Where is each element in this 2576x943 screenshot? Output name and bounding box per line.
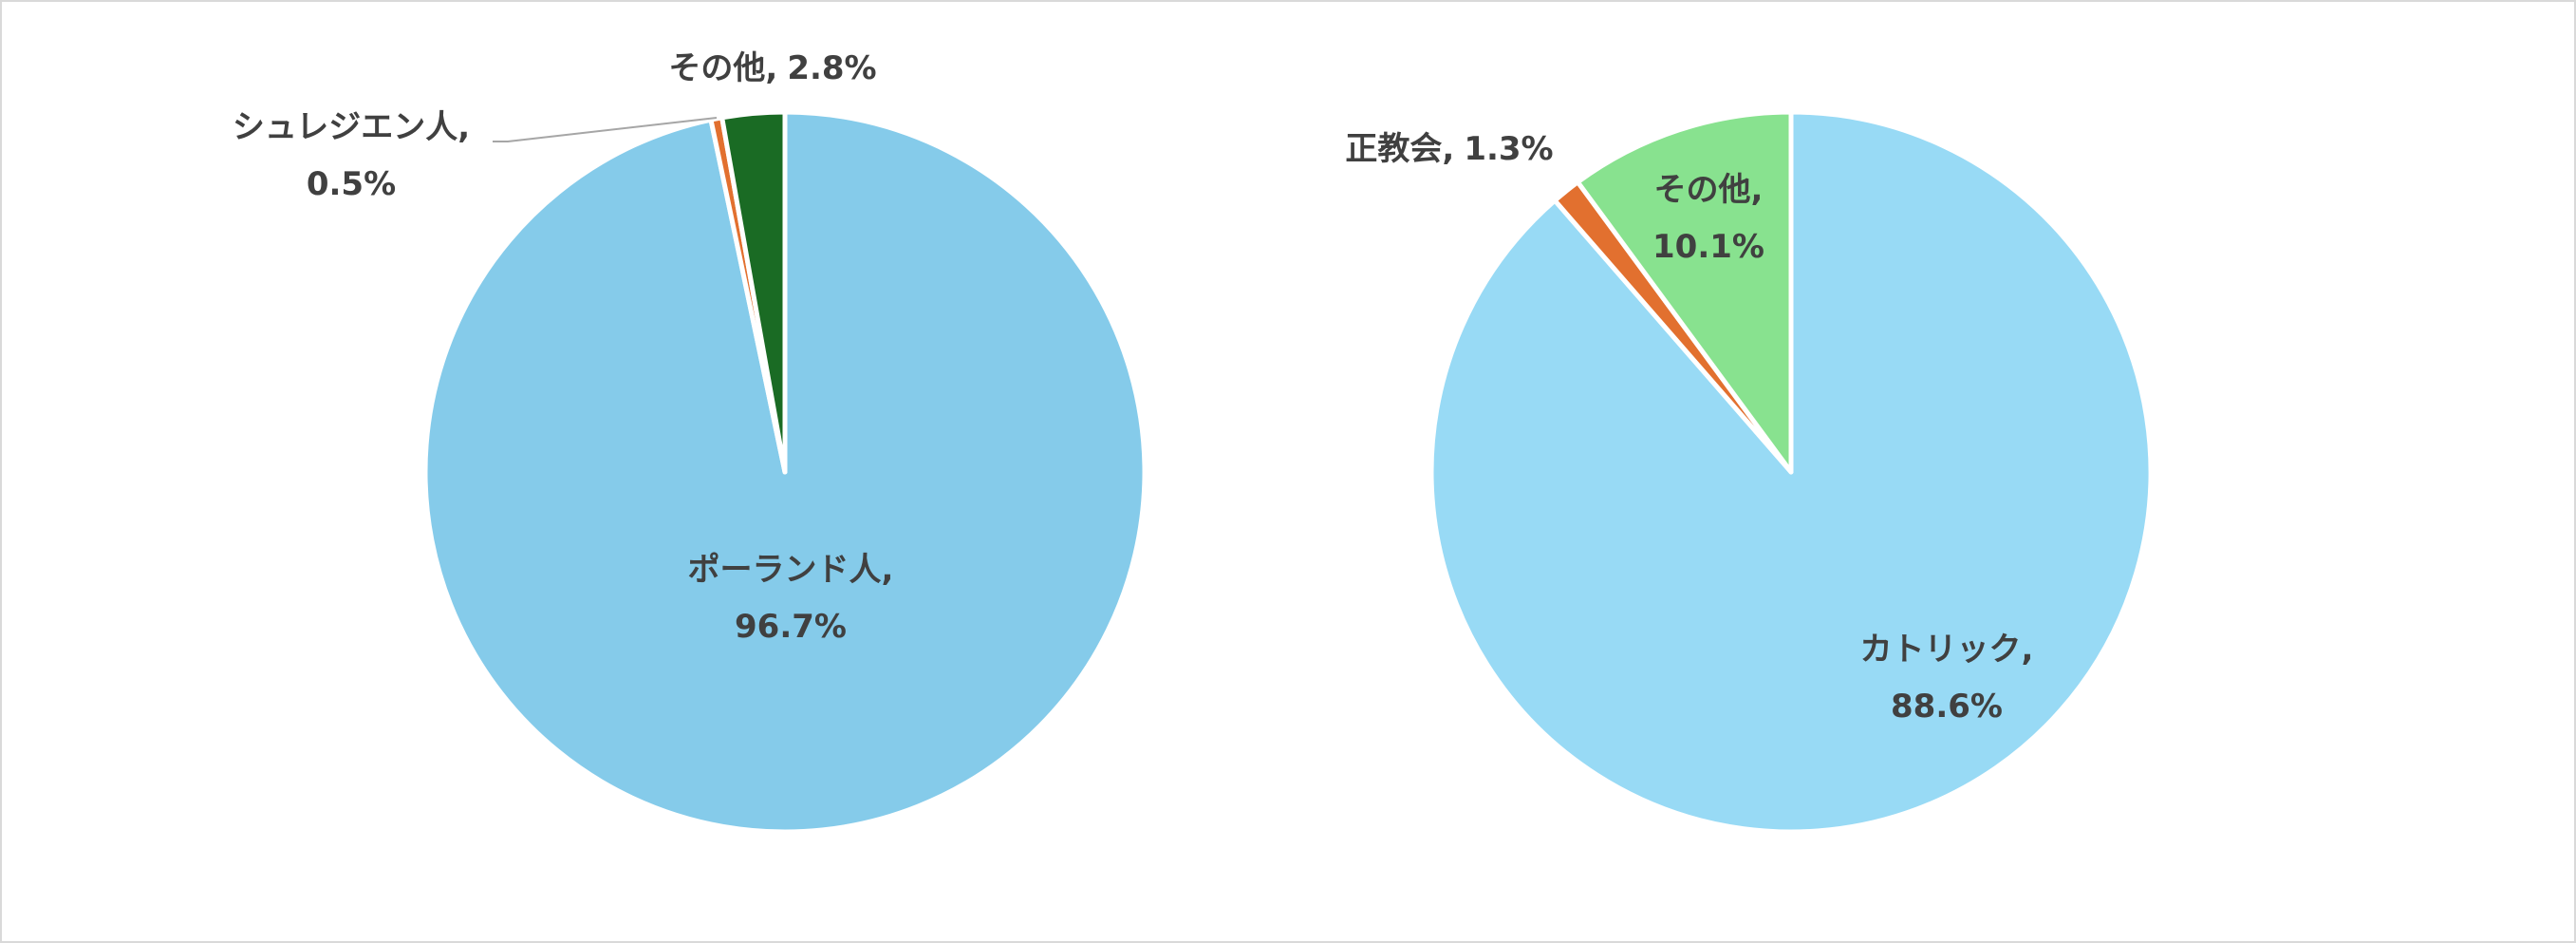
pie-slice [1575,109,1794,475]
label-value: 10.1% [1652,228,1764,266]
label-category: シュレジエン人 [233,108,457,146]
data-label: ポーランド人, 96.7% [688,551,894,646]
data-label: カトリック, 88.6% [1860,631,2034,726]
label-separator: , [457,108,470,146]
label-separator: , [1751,171,1764,209]
label-category: カトリック [1860,631,2022,669]
data-label: その他, 2.8% [668,49,876,87]
label-value: 96.7% [735,608,847,646]
data-label: その他, 10.1% [1652,171,1764,266]
data-label: シュレジエン人, 0.5% [233,108,470,203]
data-label: 正教会, 1.3% [1345,130,1553,168]
pie-slice [719,109,788,475]
label-category: 正教会 [1345,130,1442,168]
label-separator: , [2022,631,2034,669]
label-category: ポーランド人 [688,551,882,589]
label-separator: , [765,49,777,87]
label-value: 2.8% [787,49,876,87]
label-value: 0.5% [307,165,396,203]
label-value: 88.6% [1891,688,2003,726]
leader-line [493,117,718,142]
label-category: その他 [668,49,765,87]
label-category: その他 [1654,171,1751,209]
label-separator: , [882,551,894,589]
label-separator: , [1442,130,1454,168]
label-value: 1.3% [1464,130,1553,168]
